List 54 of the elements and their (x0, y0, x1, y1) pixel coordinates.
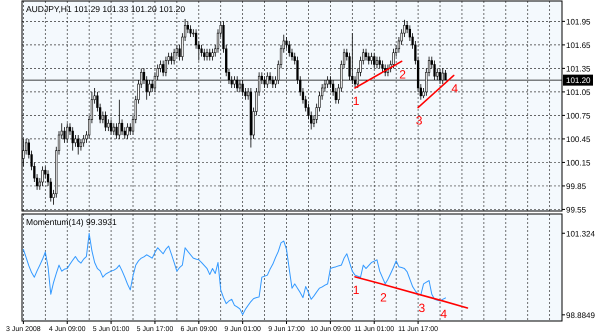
candlestick (104, 111, 107, 132)
candlestick (211, 48, 214, 61)
y-tick-label: 101.95 (566, 17, 592, 26)
candlestick (203, 48, 206, 61)
annotation: 1 (352, 283, 360, 298)
annotation: 2 (380, 290, 388, 304)
y-tick-label: 98.8849 (566, 310, 596, 320)
ref-line-label: 101.20 (566, 76, 592, 86)
candlestick (170, 52, 173, 65)
candlestick (200, 44, 203, 58)
candlestick (172, 48, 176, 65)
annotation: 1 (352, 94, 360, 108)
candlestick (186, 20, 189, 34)
candlestick (164, 56, 168, 77)
y-tick-label: 101.35 (566, 64, 592, 74)
candlestick (77, 134, 80, 155)
candlestick (74, 134, 77, 148)
candlestick (206, 48, 208, 61)
candlestick (66, 122, 68, 144)
candlestick (118, 99, 120, 140)
annotation: 3 (416, 114, 423, 128)
candlestick (189, 24, 192, 38)
y-tick-label: 100.45 (566, 134, 592, 144)
annotation: 4 (440, 307, 448, 322)
candlestick (373, 52, 376, 69)
annotation: 3 (418, 301, 426, 316)
y-tick-label: 99.85 (566, 182, 587, 191)
candlestick (110, 118, 112, 136)
candlestick (112, 122, 115, 136)
chart-title: Momentum(14) 99.3931 (26, 217, 117, 227)
candlestick (370, 52, 373, 65)
y-tick-label: 99.55 (566, 205, 587, 214)
annotation: 4 (451, 82, 458, 96)
chart-title: AUDJPY,H1 101.29 101.33 101.20 101.20 (26, 4, 186, 14)
candlestick (376, 56, 378, 69)
candlestick (364, 48, 368, 61)
candlestick (107, 118, 110, 132)
candlestick (378, 56, 381, 69)
candlestick (288, 40, 290, 58)
candlestick (368, 52, 370, 65)
candlestick (129, 122, 132, 136)
annotation: 2 (399, 68, 406, 82)
y-tick-label: 100.15 (566, 158, 592, 168)
y-tick-label: 101.05 (566, 88, 592, 97)
candlestick (162, 60, 164, 77)
candlestick (80, 138, 82, 152)
y-tick-label: 101.324 (566, 229, 596, 238)
candlestick (392, 48, 395, 69)
candlestick (72, 126, 74, 152)
candlestick (381, 60, 384, 73)
candlestick (208, 48, 211, 61)
candlestick (82, 134, 85, 148)
y-tick-label: 100.75 (566, 111, 592, 120)
y-tick-label: 101.65 (566, 40, 592, 50)
